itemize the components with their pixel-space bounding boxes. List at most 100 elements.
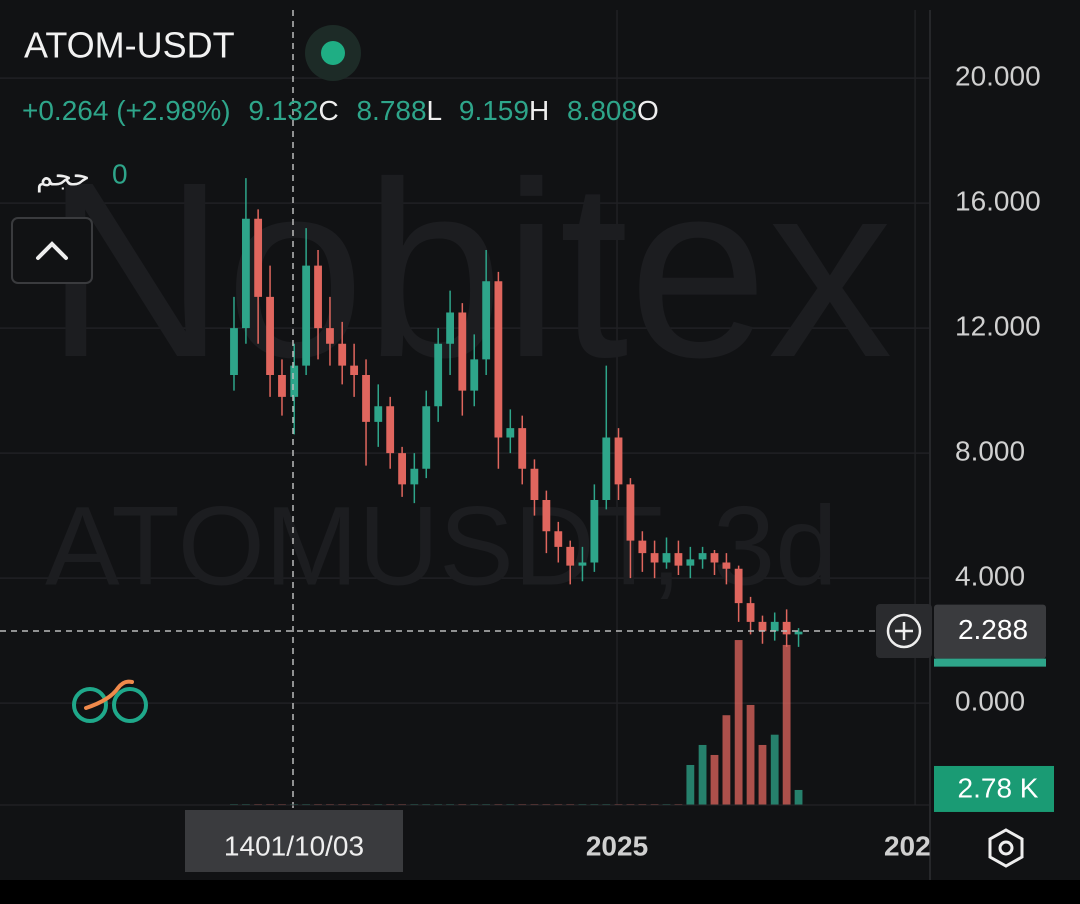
- volume-value: 0: [112, 158, 128, 189]
- high-letter: H: [529, 95, 549, 126]
- candle-body: [350, 365, 359, 375]
- watermark-ticker: ATOMUSDT, 3d: [45, 484, 837, 609]
- add-alert-button[interactable]: [876, 604, 932, 658]
- candle-body: [782, 621, 791, 635]
- candle-body: [698, 553, 707, 560]
- candle-body: [722, 562, 731, 569]
- candle-body: [278, 375, 286, 397]
- settings-button[interactable]: [988, 828, 1024, 868]
- low-value: 8.788: [356, 95, 426, 126]
- candle-body: [458, 312, 467, 391]
- y-tick-label: 20.000: [955, 61, 1041, 92]
- candle-body: [434, 343, 443, 407]
- candle-body: [242, 218, 250, 329]
- x-tick-label: 2025: [586, 830, 648, 861]
- open-value: 8.808: [567, 95, 637, 126]
- candle-body: [422, 406, 431, 469]
- last-price-box: [934, 604, 1046, 659]
- volume-bar: [782, 644, 791, 805]
- y-tick-label: 16.000: [955, 186, 1041, 217]
- candle-body: [650, 553, 659, 563]
- settings-hexagon[interactable]: [988, 828, 1024, 868]
- candle-body: [530, 468, 539, 500]
- ohlc-line: +0.264 (+2.98%) 9.132C 8.788L 9.159H 8.8…: [22, 95, 659, 126]
- candle-body: [470, 359, 479, 391]
- candle-body: [326, 328, 334, 344]
- last-price-label: 2.288: [958, 614, 1028, 645]
- candle-body: [758, 621, 767, 632]
- candle-body: [734, 568, 743, 604]
- volume-label-box: [934, 765, 1054, 812]
- last-price-bar: [934, 658, 1046, 667]
- logo-ring-left: [72, 687, 108, 723]
- candle-body: [230, 328, 238, 375]
- candle-body: [374, 406, 383, 422]
- high-value: 9.159: [459, 95, 529, 126]
- candle-body: [446, 312, 454, 344]
- background: [0, 0, 1080, 880]
- volume-bar: [734, 640, 743, 805]
- candle-body: [638, 540, 647, 554]
- candle-body: [566, 546, 575, 566]
- candle-body: [590, 500, 599, 563]
- plus-sign: [895, 622, 913, 640]
- volume-bar: [710, 754, 719, 805]
- close-letter: C: [318, 95, 338, 126]
- close-value: 9.132: [248, 95, 318, 126]
- candle-body: [314, 265, 322, 329]
- collapse-button[interactable]: [11, 217, 93, 284]
- candle-body: [554, 531, 563, 547]
- crosshair-date-box: [185, 810, 403, 872]
- candle-body: [710, 553, 719, 563]
- y-tick-label: 4.000: [955, 561, 1025, 592]
- volume-bar: [686, 764, 695, 805]
- y-tick-label: 8.000: [955, 436, 1025, 467]
- candle-body: [290, 365, 299, 397]
- open-letter: O: [637, 95, 659, 126]
- bottom-strip: [0, 880, 1080, 904]
- crosshair-date: 1401/10/03: [224, 830, 364, 861]
- y-tick-label: 12.000: [955, 311, 1041, 342]
- candle-body: [398, 453, 407, 485]
- chevron-up: [36, 241, 68, 260]
- volume-bar: [698, 744, 707, 805]
- collapse-box[interactable]: [11, 217, 93, 284]
- candle-body: [302, 265, 311, 366]
- settings-dot: [998, 840, 1014, 856]
- candle-body: [338, 343, 347, 366]
- candle-body: [578, 562, 587, 566]
- candle-body: [410, 468, 419, 485]
- y-tick-label: 0.000: [955, 686, 1025, 717]
- candle-body: [662, 553, 671, 563]
- candle-body: [746, 603, 755, 622]
- axes: 0.000 4.000 8.000 12.000 16.000 20.000 2025 202…: [586, 61, 1054, 861]
- candle-body: [494, 281, 503, 438]
- candle-body: [674, 553, 683, 566]
- volume-bar: [770, 734, 779, 805]
- status-dot: [321, 41, 345, 65]
- candle-body: [386, 406, 395, 454]
- symbol-title: ATOM-USDT: [24, 25, 235, 66]
- candle-body: [686, 559, 695, 566]
- logo-swoosh: [84, 679, 134, 710]
- candle-body: [770, 621, 779, 632]
- candle-body: [362, 375, 370, 422]
- volume-bar: [746, 704, 755, 805]
- candle-body: [794, 631, 803, 635]
- logo: [72, 679, 148, 723]
- volume-bar: [722, 715, 731, 805]
- volume-bar: [794, 789, 803, 805]
- volume-bar: [758, 744, 767, 805]
- candle-body: [542, 500, 551, 532]
- plus-circle: [886, 613, 922, 649]
- candle-body: [482, 281, 491, 360]
- change: +0.264 (+2.98%): [22, 95, 231, 126]
- candle-body: [602, 437, 611, 500]
- x-tick-label: 2026: [884, 830, 946, 861]
- candle-body: [266, 296, 274, 375]
- watermark-brand: Nobitex: [45, 130, 893, 409]
- grid: [0, 10, 930, 805]
- volume-label: 2.78 K: [958, 772, 1039, 803]
- low-letter: L: [427, 95, 442, 126]
